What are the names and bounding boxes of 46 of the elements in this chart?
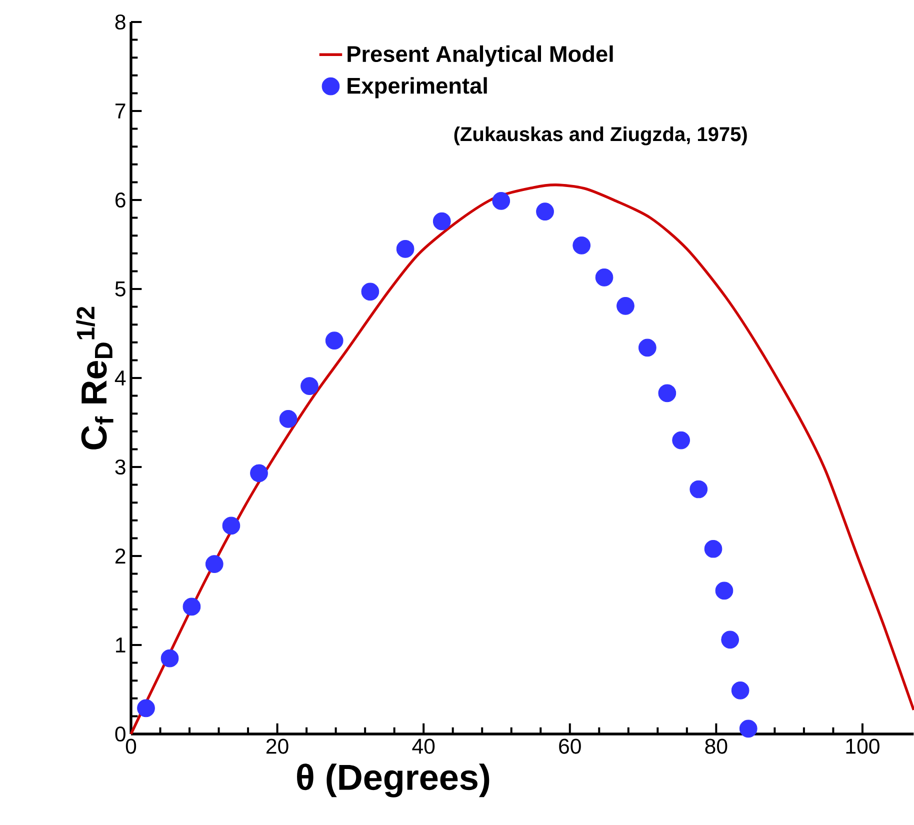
x-tick-label: 60 — [559, 738, 581, 754]
point — [595, 268, 614, 286]
point — [572, 236, 591, 254]
y-axis-title: C$_{f}$ Re$_{D}$1/2 — [76, 306, 114, 450]
y-tick-label: 7 — [116, 104, 126, 118]
point — [721, 630, 740, 649]
point — [739, 720, 758, 738]
x-axis-title: θ (Degrees) — [297, 764, 490, 798]
y-tick-label: 0 — [115, 726, 126, 742]
x-tick-label: 40 — [412, 738, 435, 754]
point — [325, 332, 344, 350]
y-tick-label: 1 — [116, 638, 126, 652]
point — [704, 540, 722, 558]
point — [658, 384, 676, 402]
point — [731, 681, 750, 700]
point — [137, 699, 155, 718]
x-tick-label: 100 — [846, 738, 880, 754]
legend-label: Experimental — [348, 77, 487, 98]
y-tick-label: 5 — [115, 282, 126, 296]
x-tick-label: 20 — [266, 738, 288, 754]
point — [536, 202, 554, 221]
point — [616, 296, 634, 315]
y-tick-label: 2 — [115, 548, 126, 564]
x-tick-label: 80 — [705, 738, 728, 754]
annotation: (Zukauskas and Ziugzda, 1975) — [454, 126, 747, 146]
y-tick-label: 8 — [115, 14, 126, 30]
point — [182, 598, 201, 616]
point — [396, 240, 414, 258]
point — [638, 338, 656, 357]
point — [492, 192, 510, 210]
point — [160, 649, 179, 668]
point — [715, 582, 734, 600]
point — [432, 212, 451, 230]
point — [222, 516, 240, 535]
point — [279, 410, 298, 428]
y-tick-label: 4 — [114, 370, 126, 386]
x-tick-label: 0 — [126, 738, 136, 754]
point — [205, 555, 224, 573]
point — [300, 377, 318, 395]
point — [690, 480, 708, 498]
point — [672, 431, 690, 450]
y-tick-label: 3 — [115, 459, 126, 475]
y-tick-label: 6 — [116, 192, 126, 208]
point — [250, 464, 268, 482]
legend-label: Present Analytical Model — [348, 45, 613, 67]
point — [361, 282, 380, 301]
